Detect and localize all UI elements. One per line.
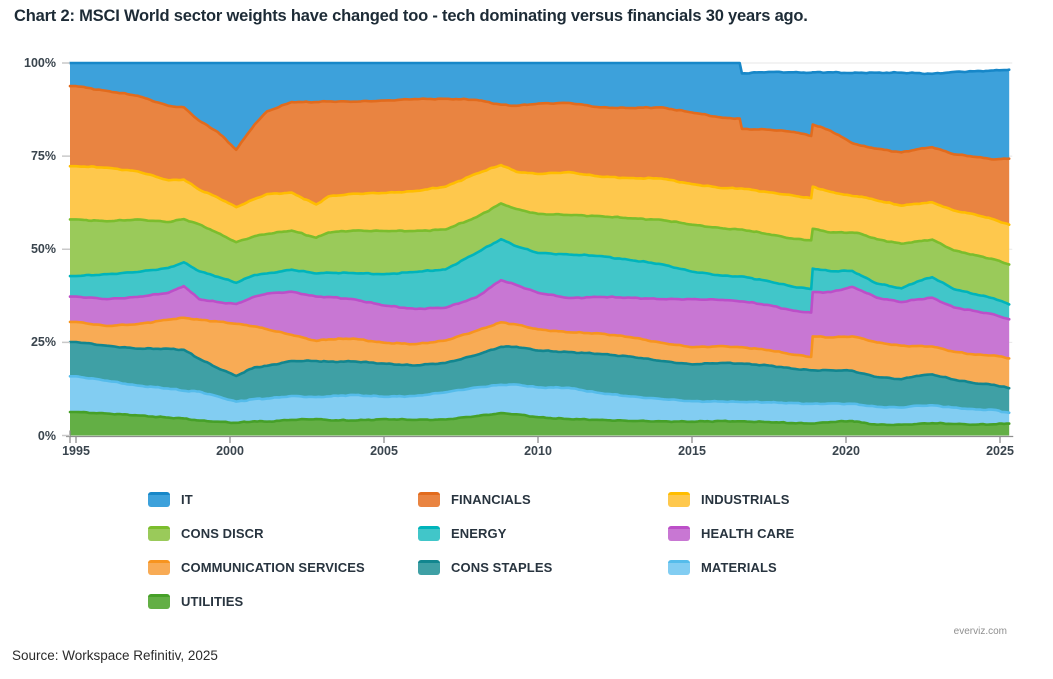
edge-energy <box>68 237 1011 306</box>
legend-item-utilities[interactable]: UTILITIES <box>148 591 243 611</box>
legend-item-industrials[interactable]: INDUSTRIALS <box>668 489 790 509</box>
x-axis-label: 2000 <box>216 444 244 458</box>
legend-label: CONS DISCR <box>181 525 264 541</box>
legend-swatch <box>418 491 440 507</box>
edge-cons-staples <box>68 340 1011 390</box>
y-axis-label: 0% <box>37 428 56 443</box>
legend-item-cons-discr[interactable]: CONS DISCR <box>148 523 264 543</box>
legend-label: INDUSTRIALS <box>701 491 790 507</box>
x-axis-label: 2005 <box>370 444 398 458</box>
source-note: Source: Workspace Refinitiv, 2025 <box>12 648 218 663</box>
legend-label: ENERGY <box>451 525 507 541</box>
legend-item-cons-staples[interactable]: CONS STAPLES <box>418 557 552 577</box>
edge-communication-services <box>68 316 1011 360</box>
area-communication-services[interactable] <box>70 317 1010 389</box>
edge-materials <box>68 375 1011 415</box>
edge-it <box>68 61 1011 76</box>
x-axis-label: 2025 <box>986 444 1014 458</box>
area-cons-discr[interactable] <box>70 203 1010 305</box>
legend-label: IT <box>181 491 193 507</box>
legend-swatch <box>148 491 170 507</box>
edge-cons-discr <box>68 202 1011 266</box>
legend-swatch <box>148 559 170 575</box>
legend-label: HEALTH CARE <box>701 525 795 541</box>
area-cons-staples[interactable] <box>70 342 1010 413</box>
legend-label: COMMUNICATION SERVICES <box>181 559 365 575</box>
chart-title: Chart 2: MSCI World sector weights have … <box>14 7 808 25</box>
y-axis-label: 75% <box>30 149 56 164</box>
y-axis-label: 25% <box>30 335 56 350</box>
edge-industrials <box>68 163 1011 226</box>
legend-item-it[interactable]: IT <box>148 489 193 509</box>
area-utilities[interactable] <box>70 412 1010 436</box>
legend-swatch <box>148 593 170 609</box>
legend-swatch <box>668 525 690 541</box>
edge-utilities <box>68 410 1011 427</box>
y-axis-label: 100% <box>24 56 56 70</box>
area-health-care[interactable] <box>70 280 1010 359</box>
area-financials[interactable] <box>70 86 1010 225</box>
legend-item-materials[interactable]: MATERIALS <box>668 557 777 577</box>
legend-item-health-care[interactable]: HEALTH CARE <box>668 523 794 543</box>
x-axis-label: 2020 <box>832 444 860 458</box>
legend-label: CONS STAPLES <box>451 559 553 575</box>
x-axis-label: 2015 <box>678 444 706 458</box>
edge-health-care <box>68 278 1011 321</box>
legend-swatch <box>668 491 690 507</box>
y-axis-label: 50% <box>30 242 56 257</box>
legend-swatch <box>148 525 170 541</box>
legend-item-financials[interactable]: FINANCIALS <box>418 489 531 509</box>
legend-swatch <box>418 559 440 575</box>
legend-item-communication-services[interactable]: COMMUNICATION SERVICES <box>148 557 365 577</box>
area-energy[interactable] <box>70 239 1010 320</box>
area-it[interactable] <box>70 63 1010 160</box>
everviz-credit[interactable]: everviz.com <box>953 626 1007 637</box>
legend-label: FINANCIALS <box>451 491 531 507</box>
legend-swatch <box>418 525 440 541</box>
area-industrials[interactable] <box>70 165 1010 265</box>
x-axis-label: 2010 <box>524 444 552 458</box>
legend-swatch <box>668 559 690 575</box>
legend-label: UTILITIES <box>181 593 244 609</box>
area-materials[interactable] <box>70 376 1010 425</box>
stacked-area-chart <box>62 61 1014 443</box>
legend-label: MATERIALS <box>701 559 777 575</box>
legend-item-energy[interactable]: ENERGY <box>418 523 507 543</box>
x-axis-label: 1995 <box>62 444 90 458</box>
edge-financials <box>68 84 1011 161</box>
